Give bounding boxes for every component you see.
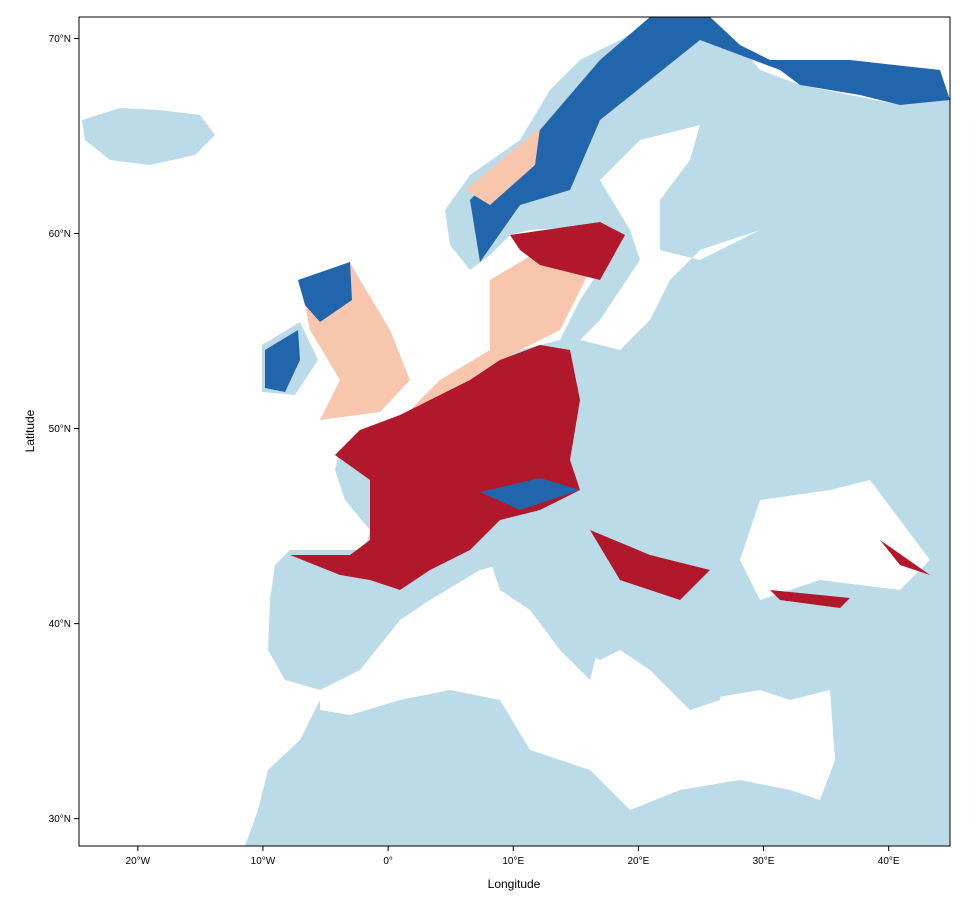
sweden bbox=[510, 222, 625, 280]
scandinavia bbox=[470, 17, 950, 262]
scotland bbox=[298, 262, 352, 322]
balkans bbox=[560, 560, 740, 710]
map-layer bbox=[82, 17, 950, 846]
turkey-red bbox=[770, 590, 850, 608]
iceland bbox=[82, 108, 215, 165]
x-axis-label: Longitude bbox=[488, 877, 541, 891]
black-sea bbox=[740, 480, 930, 600]
italy bbox=[490, 560, 600, 680]
caucasus-red bbox=[880, 540, 930, 575]
x-tick-label: 40°E bbox=[878, 856, 900, 867]
y-tick-label: 50°N bbox=[49, 424, 71, 435]
x-tick-label: 0° bbox=[383, 856, 393, 867]
frame bbox=[78, 16, 951, 847]
y-axis-label: Latitude bbox=[23, 409, 37, 452]
y-tick-label: 40°N bbox=[49, 619, 71, 630]
mediterranean bbox=[320, 560, 835, 810]
norway-coast bbox=[465, 128, 540, 205]
x-tick-label: 10°W bbox=[251, 856, 276, 867]
x-tick-label: 20°E bbox=[627, 856, 649, 867]
baltic-sea bbox=[580, 125, 760, 350]
y-tick-label: 60°N bbox=[49, 229, 71, 240]
x-tick-label: 10°E bbox=[502, 856, 524, 867]
ireland-west bbox=[265, 330, 300, 392]
balkans-red bbox=[590, 530, 710, 600]
alps bbox=[480, 478, 580, 510]
x-tick-label: 20°W bbox=[126, 856, 151, 867]
denmark bbox=[410, 250, 590, 410]
central-europe bbox=[290, 345, 580, 590]
y-tick-label: 70°N bbox=[49, 34, 71, 45]
x-tick-label: 30°E bbox=[753, 856, 775, 867]
axes: 20°W 10°W 0° 10°E 20°E 30°E 40°E 30°N 40°N 50°N 60… bbox=[49, 34, 900, 867]
y-tick-label: 30°N bbox=[49, 814, 71, 825]
